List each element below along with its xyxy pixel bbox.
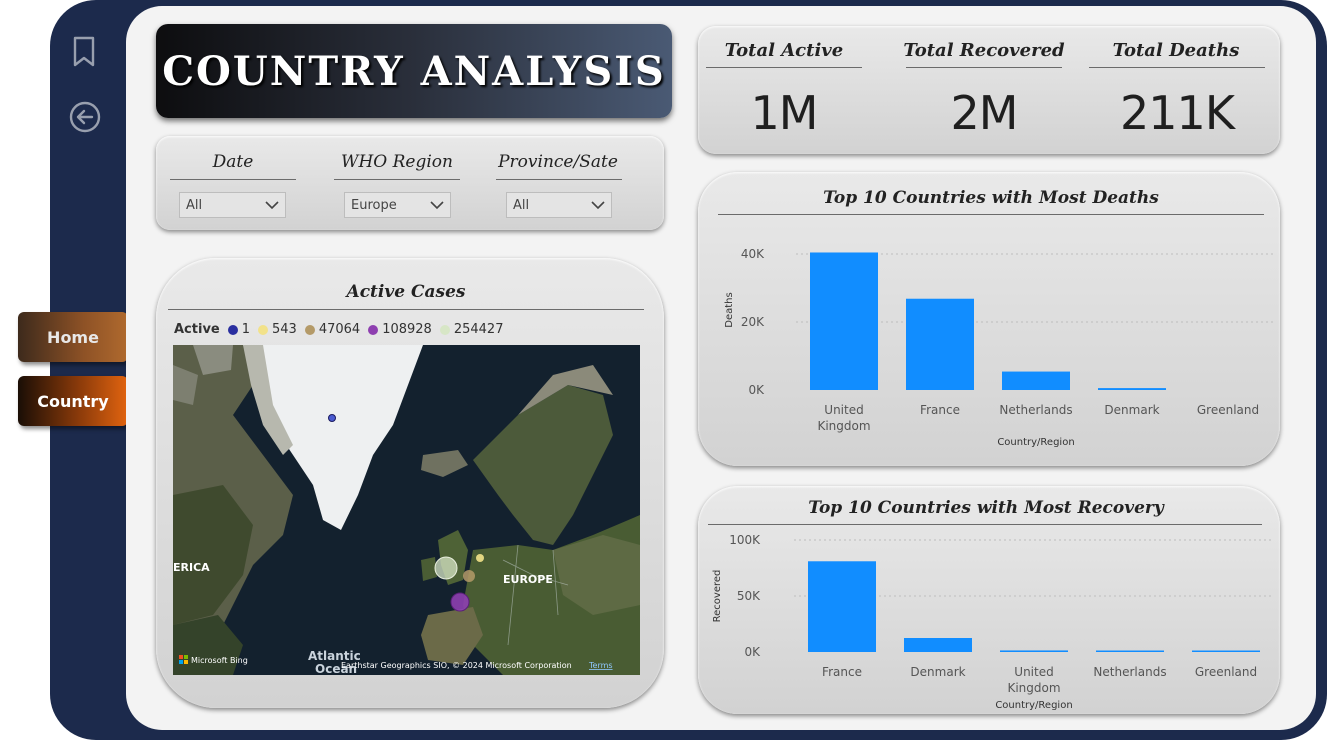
- chevron-down-icon: [591, 201, 605, 210]
- map-legend: Active 1 543 47064 108928 254427: [174, 322, 503, 337]
- x-axis-label: Country/Region: [997, 437, 1074, 448]
- map-terms-link[interactable]: Terms: [588, 661, 613, 670]
- filter-date-label: Date: [212, 152, 254, 172]
- bar[interactable]: [1192, 650, 1260, 653]
- legend-item: 254427: [453, 322, 504, 337]
- x-tick-label: Greenland: [1197, 403, 1259, 417]
- x-tick-label: Denmark: [1104, 403, 1159, 417]
- recovery-chart-title: Top 10 Countries with Most Recovery: [808, 498, 1164, 518]
- kpi-divider: [1089, 67, 1265, 68]
- deaths-chart-card: [698, 172, 1280, 466]
- x-tick-label: France: [822, 665, 862, 679]
- bookmark-icon[interactable]: [72, 36, 96, 68]
- kpi-total-deaths-label: Total Deaths: [1112, 40, 1240, 61]
- nav-country-button[interactable]: Country: [18, 376, 128, 426]
- page-title: COUNTRY ANALYSIS: [162, 47, 666, 95]
- kpi-panel: [698, 26, 1280, 154]
- chevron-down-icon: [265, 201, 279, 210]
- bar[interactable]: [810, 252, 878, 390]
- y-tick-label: 50K: [737, 589, 761, 603]
- map-canvas: ERICA EUROPE Atlantic Ocean Microsoft Bi…: [173, 345, 640, 675]
- y-tick-label: 100K: [729, 533, 761, 547]
- filter-date-select[interactable]: All: [179, 192, 286, 218]
- y-tick-label: 0K: [744, 645, 761, 659]
- legend-item: 108928: [382, 322, 432, 337]
- bar[interactable]: [1002, 371, 1070, 390]
- bar[interactable]: [906, 298, 974, 390]
- kpi-divider: [706, 67, 862, 68]
- legend-title: Active: [174, 322, 220, 337]
- map-title-divider: [168, 309, 644, 310]
- legend-item: 543: [272, 322, 297, 337]
- legend-dot: [304, 324, 315, 335]
- legend-dot: [258, 324, 269, 335]
- filter-date-divider: [170, 179, 296, 180]
- page-title-banner: COUNTRY ANALYSIS: [156, 24, 672, 118]
- filter-province-select[interactable]: All: [506, 192, 612, 218]
- y-tick-label: 20K: [741, 315, 765, 329]
- deaths-chart-divider: [718, 214, 1264, 215]
- chevron-down-icon: [430, 201, 444, 210]
- filter-province-value: All: [513, 197, 530, 213]
- filter-who-region-value: Europe: [351, 197, 397, 213]
- bar[interactable]: [1000, 650, 1068, 652]
- map-title: Active Cases: [346, 282, 466, 302]
- filter-date-value: All: [186, 197, 203, 213]
- bar[interactable]: [1098, 388, 1166, 390]
- kpi-total-active-label: Total Active: [724, 40, 844, 61]
- back-arrow-icon[interactable]: [68, 100, 102, 134]
- filter-who-region-select[interactable]: Europe: [344, 192, 451, 218]
- map-credit: Earthstar Geographics SIO, © 2024 Micros…: [341, 661, 572, 670]
- filter-province-divider: [496, 179, 622, 180]
- bar[interactable]: [808, 561, 876, 652]
- legend-dot: [439, 324, 450, 335]
- legend-dot: [368, 324, 379, 335]
- deaths-bar-chart: 0K 20K 40K Deaths United Kingdom France Netherl…: [724, 247, 1276, 448]
- active-cases-map[interactable]: ERICA EUROPE Atlantic Ocean Microsoft Bi…: [173, 345, 640, 675]
- x-tick-label: Netherlands: [999, 403, 1072, 417]
- x-tick-label: France: [920, 403, 960, 417]
- x-axis-label: Country/Region: [995, 700, 1072, 711]
- kpi-total-active-value: 1M: [750, 86, 819, 140]
- map-bubble[interactable]: [434, 556, 458, 580]
- kpi-total-recovered-label: Total Recovered: [903, 40, 1065, 61]
- y-tick-label: 40K: [741, 247, 765, 261]
- x-tick-label: Denmark: [910, 665, 965, 679]
- map-bubble[interactable]: [450, 592, 470, 612]
- legend-item: 47064: [318, 322, 361, 337]
- legend-item: 1: [241, 322, 251, 337]
- map-bubble[interactable]: [463, 570, 475, 582]
- x-tick-label: Greenland: [1195, 665, 1257, 679]
- map-label-america: ERICA: [173, 561, 210, 574]
- nav-home-button[interactable]: Home: [18, 312, 128, 362]
- deaths-chart-title: Top 10 Countries with Most Deaths: [823, 188, 1159, 208]
- bar[interactable]: [904, 638, 972, 652]
- recovery-bar-chart: 0K 50K 100K Recovered France Denmark United Kin…: [712, 533, 1274, 711]
- legend-dot: [227, 324, 238, 335]
- filter-province-label: Province/Sate: [498, 152, 618, 172]
- bar[interactable]: [1096, 650, 1164, 653]
- map-label-atlantic: Atlantic: [308, 649, 361, 663]
- x-tick-label: United Kingdom: [1007, 665, 1060, 695]
- kpi-total-deaths-value: 211K: [1120, 86, 1235, 140]
- bing-logo-icon: [179, 655, 188, 664]
- recovery-chart-divider: [708, 524, 1262, 525]
- filter-who-region-label: WHO Region: [340, 152, 453, 172]
- x-tick-label: Netherlands: [1093, 665, 1166, 679]
- y-axis-label: Deaths: [724, 292, 735, 327]
- kpi-total-recovered-value: 2M: [950, 86, 1019, 140]
- map-label-ocean: Ocean: [315, 662, 357, 675]
- x-tick-label: United Kingdom: [817, 403, 870, 433]
- map-label-europe: EUROPE: [503, 573, 553, 586]
- map-bing-label: Microsoft Bing: [191, 656, 248, 665]
- kpi-divider: [906, 67, 1062, 68]
- y-axis-label: Recovered: [712, 570, 723, 623]
- map-bubble[interactable]: [328, 414, 336, 422]
- filter-who-region-divider: [334, 179, 460, 180]
- map-bubble[interactable]: [476, 554, 484, 562]
- y-tick-label: 0K: [748, 383, 765, 397]
